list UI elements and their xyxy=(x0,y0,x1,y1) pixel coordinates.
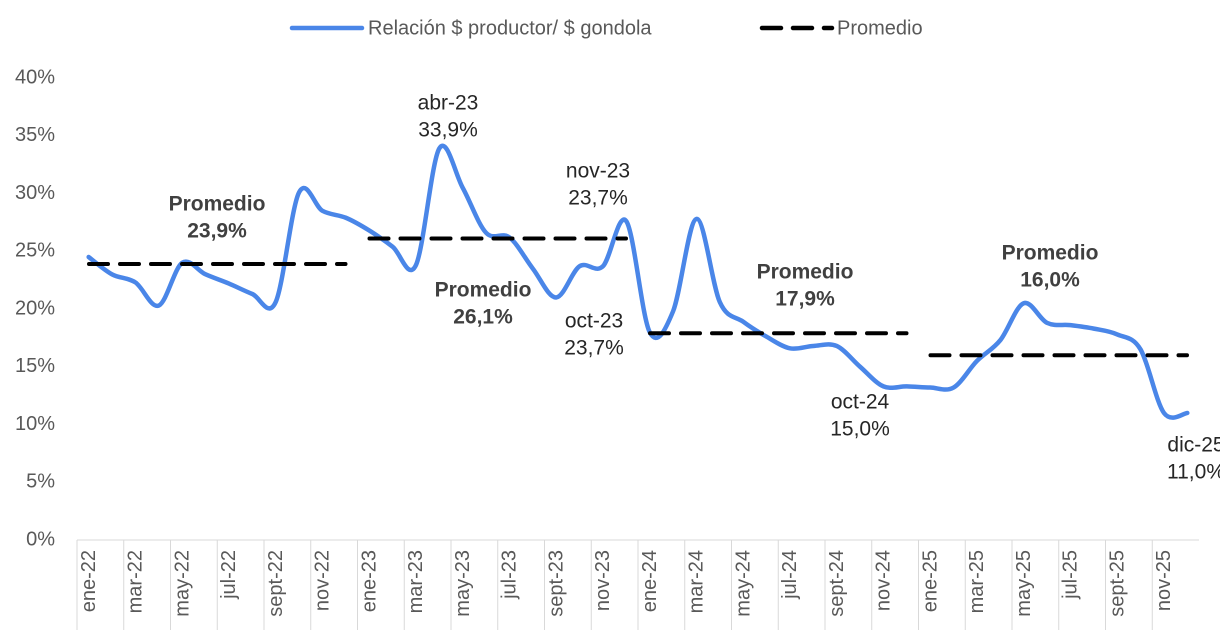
x-tick-label: mar-25 xyxy=(966,550,988,613)
annotation: oct-23 xyxy=(565,310,623,333)
x-tick-label: nov-23 xyxy=(592,550,614,611)
x-tick-label: mar-24 xyxy=(686,550,708,613)
x-tick-label: ene-25 xyxy=(919,550,941,612)
annotation: 11,0% xyxy=(1167,461,1220,484)
x-tick-label: may-24 xyxy=(732,550,754,617)
x-tick-label: ene-24 xyxy=(639,550,661,612)
x-tick-label: sept-24 xyxy=(826,550,848,617)
annotation: 23,7% xyxy=(568,187,628,210)
legend-label: Promedio xyxy=(837,17,923,39)
y-tick-label: 35% xyxy=(15,124,55,146)
x-tick-label: mar-22 xyxy=(125,550,147,613)
x-tick-label: sept-23 xyxy=(545,550,567,617)
y-tick-label: 25% xyxy=(15,240,55,262)
x-tick-label: sept-25 xyxy=(1106,550,1128,617)
y-tick-label: 40% xyxy=(15,66,55,88)
x-tick-label: nov-24 xyxy=(873,550,895,611)
x-tick-label: may-23 xyxy=(452,550,474,617)
annotation: 16,0% xyxy=(1020,269,1080,292)
data-line xyxy=(86,143,1190,420)
annotation: 26,1% xyxy=(453,306,513,329)
annotation: 17,9% xyxy=(775,288,835,311)
annotation: dic-25 xyxy=(1167,434,1220,457)
annotation: Promedio xyxy=(757,261,854,284)
y-tick-label: 0% xyxy=(26,528,55,550)
x-tick-label: nov-25 xyxy=(1153,550,1175,611)
y-tick-label: 30% xyxy=(15,182,55,204)
x-tick-label: may-25 xyxy=(1013,550,1035,617)
x-tick-label: jul-23 xyxy=(499,550,521,600)
x-tick-label: mar-23 xyxy=(405,550,427,613)
annotation: Promedio xyxy=(435,279,532,302)
annotation: abr-23 xyxy=(418,92,479,115)
x-tick-label: nov-22 xyxy=(312,550,334,611)
x-tick-label: jul-24 xyxy=(779,550,801,600)
x-tick-label: jul-25 xyxy=(1060,550,1082,600)
annotation: nov-23 xyxy=(566,160,630,183)
annotation: 23,7% xyxy=(564,337,624,360)
annotation: 33,9% xyxy=(418,119,478,142)
x-tick-label: jul-22 xyxy=(218,550,240,600)
x-tick-label: ene-22 xyxy=(78,550,100,612)
annotation: 15,0% xyxy=(830,418,890,441)
x-tick-label: ene-23 xyxy=(358,550,380,612)
annotation: Promedio xyxy=(169,193,266,216)
y-tick-label: 5% xyxy=(26,471,55,493)
y-tick-label: 15% xyxy=(15,355,55,377)
y-tick-label: 20% xyxy=(15,297,55,319)
annotation: 23,9% xyxy=(187,220,247,243)
annotation: Promedio xyxy=(1002,242,1099,265)
x-tick-label: sept-22 xyxy=(265,550,287,617)
x-tick-label: may-22 xyxy=(171,550,193,617)
y-tick-label: 10% xyxy=(15,413,55,435)
annotation: oct-24 xyxy=(831,391,890,414)
legend-label: Relación $ productor/ $ gondola xyxy=(368,17,652,39)
